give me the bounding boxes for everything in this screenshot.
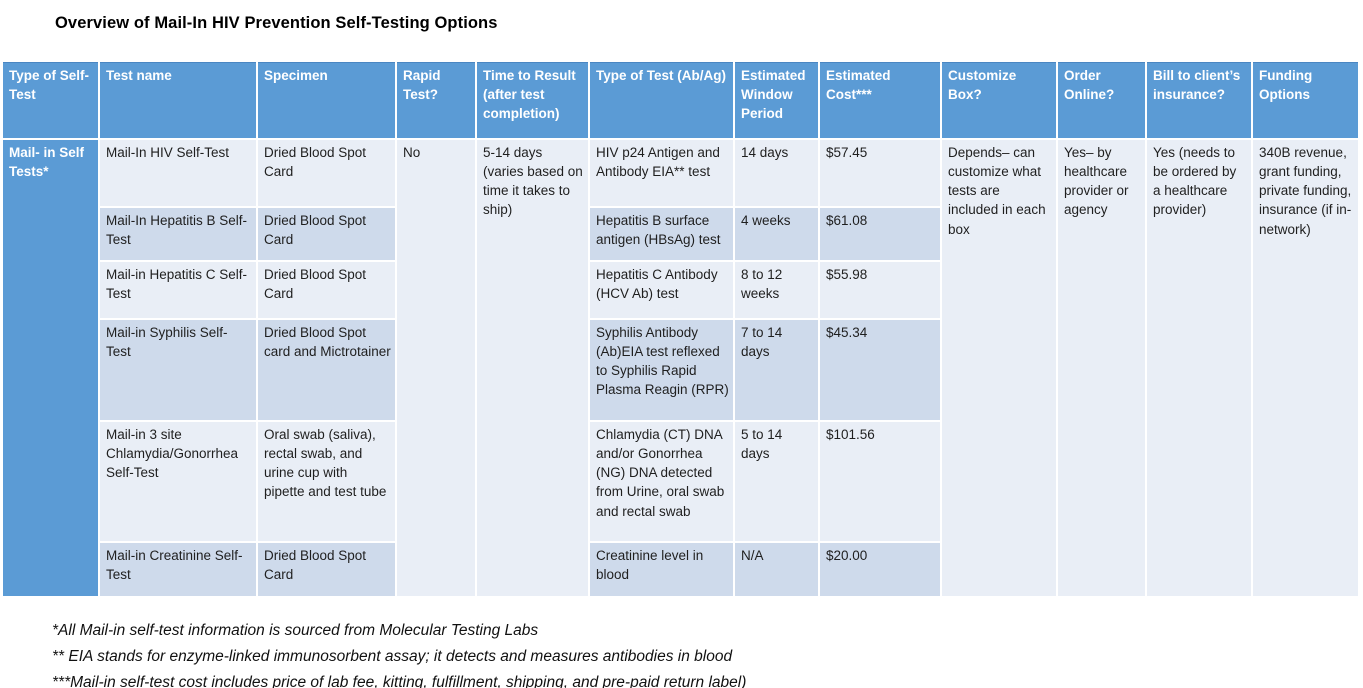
page-title: Overview of Mail-In HIV Prevention Self-… [55,14,498,32]
cell-specimen-syphilis: Dried Blood Spot card and Mictrotainer [258,320,395,420]
cell-customize-box-shared: Depends– can customize what tests are in… [942,140,1056,596]
cell-window-ct-gc: 5 to 14 days [735,422,818,541]
footnote-cost: ***Mail-in self-test cost includes price… [52,674,747,688]
self-testing-options-table: Type of Self-Test Test name Specimen Rap… [3,62,1358,596]
footnote-eia: ** EIA stands for enzyme-linked immunoso… [52,648,733,665]
cell-test-name-hep-c: Mail-in Hepatitis C Self-Test [100,262,256,318]
cell-type-of-test-ct-gc: Chlamydia (CT) DNA and/or Gonorrhea (NG)… [590,422,733,541]
cell-window-hep-b: 4 weeks [735,208,818,260]
header-customize-box: Customize Box? [942,62,1056,138]
cell-type-of-test-hep-c: Hepatitis C Antibody (HCV Ab) test [590,262,733,318]
header-order-online: Order Online? [1058,62,1145,138]
cell-test-name-hep-b: Mail-In Hepatitis B Self-Test [100,208,256,260]
cell-time-to-result-shared: 5-14 days (varies based on time it takes… [477,140,588,596]
cell-test-name-ct-gc: Mail-in 3 site Chlamydia/Gonorrhea Self-… [100,422,256,541]
cell-cost-hiv: $57.45 [820,140,940,206]
cell-specimen-hep-c: Dried Blood Spot Card [258,262,395,318]
cell-bill-insurance-shared: Yes (needs to be ordered by a healthcare… [1147,140,1251,596]
cell-test-name-syphilis: Mail-in Syphilis Self-Test [100,320,256,420]
cell-type-of-test-syphilis: Syphilis Antibody (Ab)EIA test reflexed … [590,320,733,420]
cell-test-name-hiv: Mail-In HIV Self-Test [100,140,256,206]
cell-type-of-test-hep-b: Hepatitis B surface antigen (HBsAg) test [590,208,733,260]
cell-rapid-test-shared: No [397,140,475,596]
cell-cost-creatinine: $20.00 [820,543,940,596]
cell-cost-syphilis: $45.34 [820,320,940,420]
header-test-name: Test name [100,62,256,138]
group-label-mail-in-self-tests: Mail- in Self Tests* [3,140,98,596]
cell-window-creatinine: N/A [735,543,818,596]
header-type-of-self-test: Type of Self-Test [3,62,98,138]
cell-specimen-hep-b: Dried Blood Spot Card [258,208,395,260]
cell-cost-hep-c: $55.98 [820,262,940,318]
header-type-of-test: Type of Test (Ab/Ag) [590,62,733,138]
cell-cost-ct-gc: $101.56 [820,422,940,541]
cell-window-hiv: 14 days [735,140,818,206]
footnotes: *All Mail-in self-test information is so… [52,618,746,688]
header-rapid-test: Rapid Test? [397,62,475,138]
cell-specimen-ct-gc: Oral swab (saliva), rectal swab, and uri… [258,422,395,541]
cell-cost-hep-b: $61.08 [820,208,940,260]
cell-window-hep-c: 8 to 12 weeks [735,262,818,318]
header-estimated-window-period: Estimated Window Period [735,62,818,138]
header-estimated-cost: Estimated Cost*** [820,62,940,138]
cell-type-of-test-hiv: HIV p24 Antigen and Antibody EIA** test [590,140,733,206]
header-funding-options: Funding Options [1253,62,1358,138]
header-time-to-result: Time to Result (after test completion) [477,62,588,138]
cell-window-syphilis: 7 to 14 days [735,320,818,420]
cell-test-name-creatinine: Mail-in Creatinine Self-Test [100,543,256,596]
cell-funding-options-shared: 340B revenue, grant funding, private fun… [1253,140,1358,596]
cell-order-online-shared: Yes– by healthcare provider or agency [1058,140,1145,596]
header-specimen: Specimen [258,62,395,138]
cell-type-of-test-creatinine: Creatinine level in blood [590,543,733,596]
cell-specimen-creatinine: Dried Blood Spot Card [258,543,395,596]
footnote-source: *All Mail-in self-test information is so… [52,622,539,639]
header-bill-to-insurance: Bill to client’s insurance? [1147,62,1251,138]
cell-specimen-hiv: Dried Blood Spot Card [258,140,395,206]
